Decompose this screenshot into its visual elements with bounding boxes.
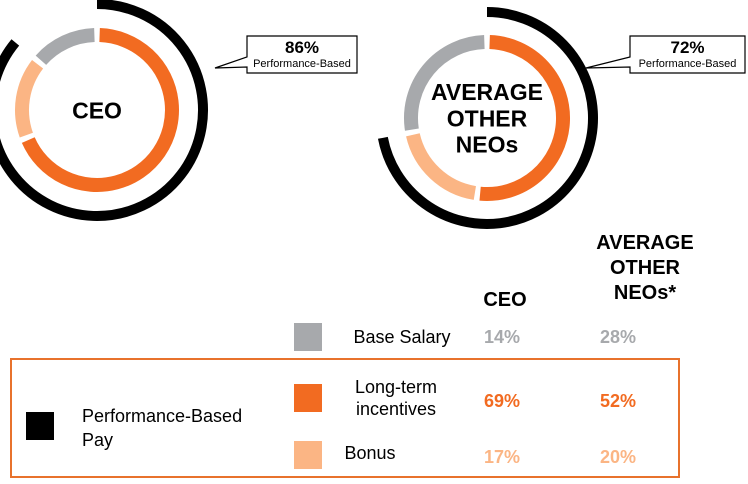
value-neo-bonus: 20% (599, 447, 637, 467)
table-header-neo-line: NEOs* (613, 282, 677, 304)
performance-label-line: Pay (82, 430, 114, 450)
callout-label: Performance-Based (639, 58, 737, 70)
legend-swatch-bonus (294, 441, 322, 469)
performance-based-arc (377, 7, 598, 229)
donut-center-label: NEOs (456, 132, 519, 158)
donut-center-label: CEO (72, 97, 122, 123)
legend-label-base-salary: Base Salary (353, 327, 451, 347)
callout-box (585, 35, 746, 74)
performance-label-line: Performance-Based (82, 406, 243, 426)
donut-slice-bonus (15, 59, 44, 138)
legend-swatch-long-term (294, 384, 322, 412)
legend-label-bonus: Bonus (344, 443, 396, 463)
donut-chart-ceo: CEO 86%Performance-Based (0, 0, 358, 221)
performance-based-arc (0, 0, 208, 221)
value-neo-long-term: 52% (599, 391, 637, 411)
donut-slice-base-salary (404, 35, 485, 131)
legend-label-line: incentives (355, 399, 437, 419)
donut-center-label: OTHER (447, 105, 528, 131)
value-ceo-base-salary: 14% (483, 327, 521, 347)
legend-label-long-term: Long-term incentives (336, 376, 456, 420)
callout-percentage: 86% (285, 38, 319, 57)
callout-percentage: 72% (670, 38, 704, 57)
legend-swatch-base-salary (294, 323, 322, 351)
donut-slice-long-term (479, 35, 570, 201)
table-header-neo: AVERAGE OTHER NEOs* (575, 231, 715, 306)
performance-based-pay-label: Performance-Based Pay (82, 404, 282, 452)
table-header-neo-line: OTHER (610, 257, 680, 279)
donut-center-label: AVERAGE (431, 79, 543, 105)
value-ceo-long-term: 69% (483, 391, 521, 411)
donut-slice-bonus (406, 133, 477, 200)
table-header-neo-line: AVERAGE (596, 232, 694, 254)
callout-box (214, 35, 358, 74)
donut-slice-base-salary (35, 28, 95, 66)
table-header-ceo: CEO (483, 289, 527, 311)
donut-slice-long-term (21, 28, 179, 192)
legend-label-line: Long-term (354, 377, 438, 397)
value-ceo-bonus: 17% (483, 447, 521, 467)
performance-based-frame (10, 358, 680, 478)
value-neo-base-salary: 28% (599, 327, 637, 347)
legend-swatch-performance (26, 412, 54, 440)
callout-label: Performance-Based (253, 58, 351, 70)
